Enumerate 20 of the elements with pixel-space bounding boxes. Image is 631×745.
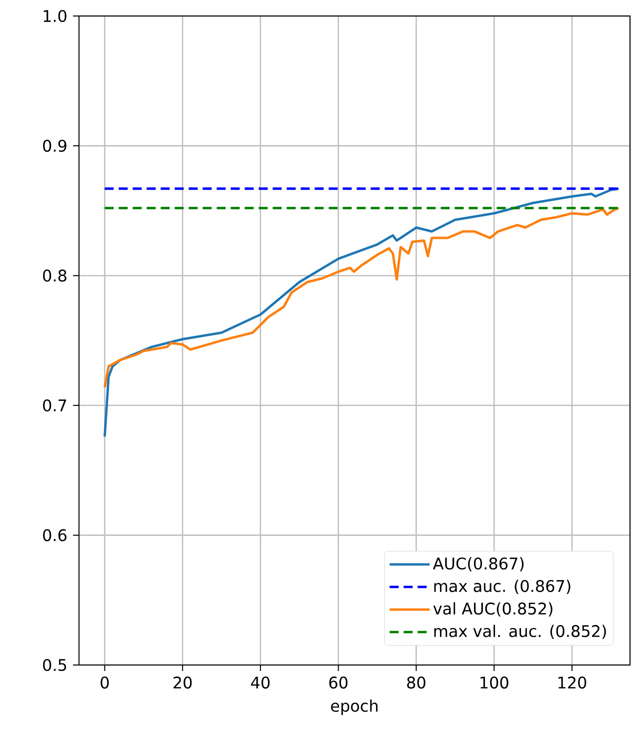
- x-tick-label: 60: [329, 676, 348, 689]
- legend-label: max val. auc. (0.852): [434, 624, 606, 640]
- x-tick-label: 0: [100, 676, 109, 689]
- x-tick-label: 20: [174, 676, 192, 689]
- y-tick-label: 1.0: [44, 10, 67, 22]
- y-tick-label: 0.6: [43, 529, 67, 542]
- x-axis-title: epoch: [331, 699, 378, 715]
- legend-label: val AUC(0.852): [434, 602, 553, 617]
- y-tick-label: 0.9: [43, 140, 67, 152]
- x-tick-label: 120: [558, 676, 586, 689]
- line-series: [104, 187, 620, 438]
- legend-label: AUC(0.867): [433, 557, 524, 572]
- x-tick-label: 100: [480, 676, 508, 689]
- x-tick-label: 80: [407, 676, 426, 689]
- y-tick-label: 0.7: [43, 399, 66, 412]
- y-tick-label: 0.5: [43, 658, 66, 672]
- x-tick-label: 40: [251, 676, 270, 689]
- legend-label: max auc. (0.867): [434, 580, 570, 594]
- line-series: [104, 206, 620, 388]
- y-tick-label: 0.8: [43, 270, 67, 282]
